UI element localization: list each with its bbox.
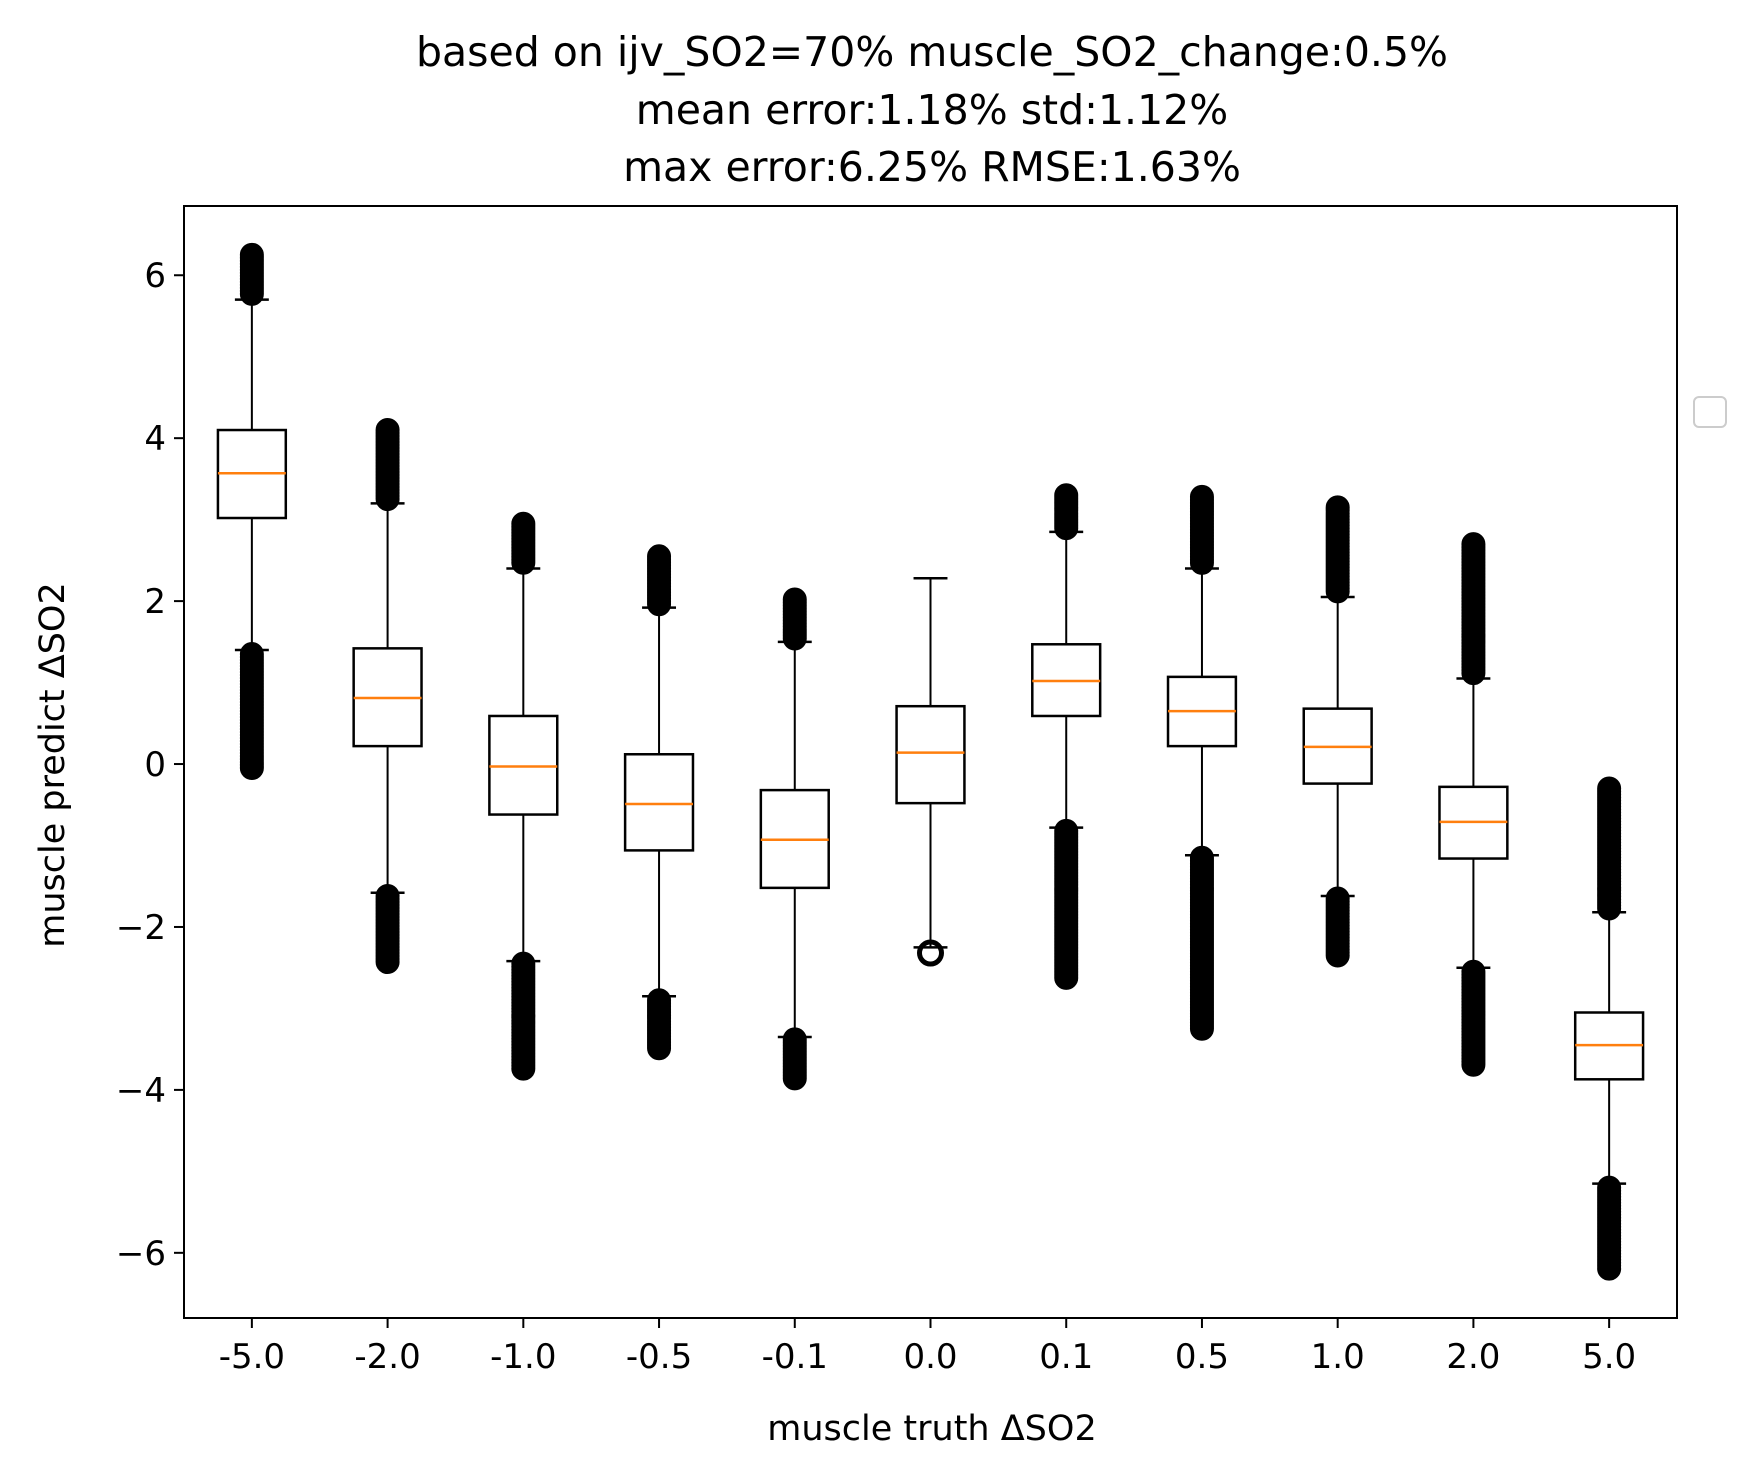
outlier-point — [782, 1066, 807, 1091]
x-tick-label: -2.0 — [354, 1337, 420, 1377]
x-tick-label: -0.1 — [762, 1337, 828, 1377]
box — [895, 704, 966, 805]
x-tick-label: -5.0 — [219, 1337, 285, 1377]
x-tick-label: 0.0 — [903, 1337, 957, 1377]
y-tick-label: 2 — [144, 582, 166, 622]
outlier-point — [239, 756, 264, 781]
y-tick-label: 6 — [144, 256, 166, 296]
x-tick-label: 0.1 — [1039, 1337, 1093, 1377]
x-tick-label: 5.0 — [1582, 1337, 1636, 1377]
y-tick-label: 0 — [144, 745, 166, 785]
outlier-point — [1054, 965, 1079, 990]
plot-area: 6 4 2 0 −2 −4 −6 -5.0 -2.0 -1.0 -0.5 -0.1 0.0 0.1 0.5 1… — [116, 205, 1678, 1377]
y-tick-label: −4 — [116, 1071, 166, 1111]
title-line-3: max error:6.25% RMSE:1.63% — [623, 143, 1241, 191]
legend-box — [1693, 396, 1727, 428]
chart-title: based on ijv_SO2=70% muscle_SO2_change:0… — [416, 28, 1448, 191]
x-tick-label: 1.0 — [1311, 1337, 1365, 1377]
x-tick-label: 2.0 — [1446, 1337, 1500, 1377]
x-axis-label: muscle truth ΔSO2 — [767, 1409, 1096, 1449]
y-tick-label: −6 — [116, 1234, 166, 1274]
outlier-point — [1597, 1256, 1622, 1281]
outlier-point — [647, 1036, 672, 1061]
x-tick-label: -0.5 — [626, 1337, 692, 1377]
outlier-point — [1461, 1052, 1486, 1077]
outlier-point — [1325, 943, 1350, 968]
y-axis-label: muscle predict ΔSO2 — [33, 582, 73, 948]
box — [623, 753, 695, 852]
outlier-point — [1189, 1016, 1214, 1041]
outlier-point — [375, 950, 400, 975]
title-line-1: based on ijv_SO2=70% muscle_SO2_change:0… — [416, 28, 1448, 76]
y-tick-label: 4 — [144, 419, 166, 459]
x-tick-label: -1.0 — [490, 1337, 556, 1377]
outlier-point — [511, 1056, 536, 1081]
y-tick-label: −2 — [116, 908, 166, 948]
title-line-2: mean error:1.18% std:1.12% — [636, 86, 1228, 134]
x-tick-label: 0.5 — [1175, 1337, 1229, 1377]
